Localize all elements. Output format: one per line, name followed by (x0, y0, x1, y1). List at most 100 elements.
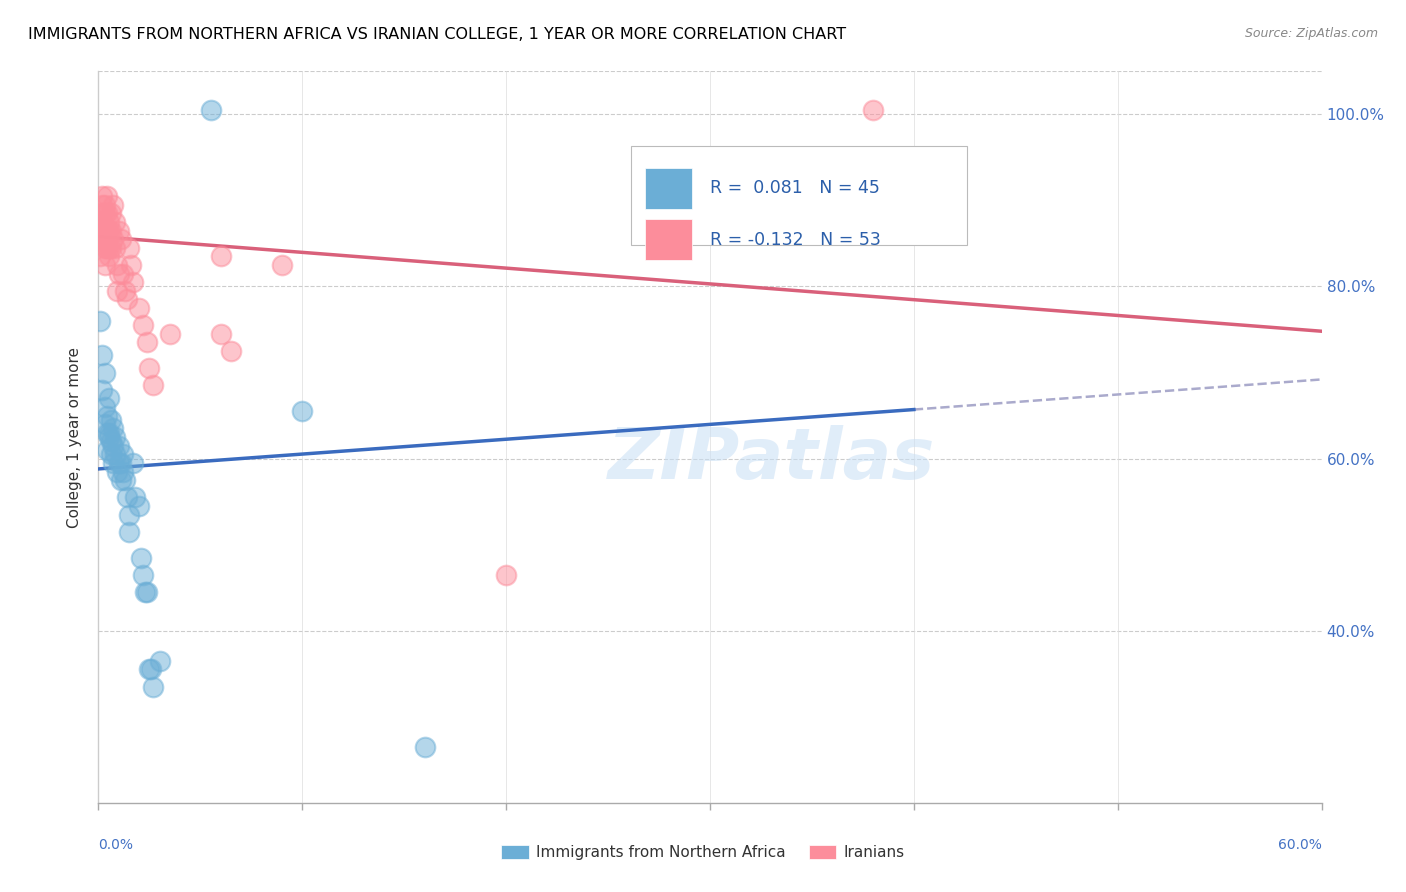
Point (101, 232, 124, 246)
Point (91, 206, 114, 220)
Point (270, 258, 294, 272)
Point (91, 215, 114, 229)
Point (101, 439, 124, 453)
Point (159, 326, 181, 341)
Point (91, 383, 114, 397)
Point (93, 206, 115, 220)
Point (114, 284, 136, 298)
Point (101, 198, 124, 212)
Point (114, 473, 136, 487)
Point (104, 241, 127, 255)
Point (105, 258, 128, 272)
Point (122, 456, 145, 470)
Point (132, 318, 155, 333)
Point (93, 417, 115, 432)
Point (115, 491, 138, 505)
Point (219, 344, 242, 359)
Text: ZIPatlas: ZIPatlas (607, 425, 935, 493)
Point (862, 103, 884, 117)
Point (118, 508, 141, 522)
Point (118, 241, 141, 255)
Point (104, 215, 127, 229)
Point (104, 447, 127, 461)
Point (122, 275, 145, 289)
Point (128, 499, 150, 513)
Point (89, 232, 111, 246)
Point (89, 249, 111, 263)
Point (93, 198, 115, 212)
Point (93, 241, 115, 255)
Point (110, 473, 132, 487)
Point (124, 491, 146, 505)
Point (209, 326, 232, 341)
Point (96, 425, 118, 440)
Point (93, 223, 115, 237)
Point (97, 249, 120, 263)
Text: 0.0%: 0.0% (98, 838, 134, 853)
Point (291, 404, 314, 418)
Legend: Immigrants from Northern Africa, Iranians: Immigrants from Northern Africa, Iranian… (495, 839, 911, 866)
Point (96, 189, 118, 203)
Text: 60.0%: 60.0% (1278, 838, 1322, 853)
Point (209, 249, 232, 263)
Text: IMMIGRANTS FROM NORTHERN AFRICA VS IRANIAN COLLEGE, 1 YEAR OR MORE CORRELATION C: IMMIGRANTS FROM NORTHERN AFRICA VS IRANI… (28, 27, 846, 42)
Y-axis label: College, 1 year or more: College, 1 year or more (67, 347, 83, 527)
Point (138, 662, 160, 676)
Point (100, 206, 122, 220)
Point (96, 409, 118, 423)
Point (91, 189, 114, 203)
Point (100, 241, 122, 255)
Point (111, 267, 134, 281)
Point (96, 232, 118, 246)
Point (100, 434, 122, 449)
Point (96, 223, 118, 237)
Point (93, 366, 115, 380)
Point (97, 392, 120, 406)
Point (96, 206, 118, 220)
Point (120, 258, 142, 272)
Point (495, 567, 517, 582)
Point (97, 430, 120, 444)
Point (89, 215, 111, 229)
Point (108, 223, 131, 237)
Point (115, 293, 138, 307)
Point (100, 223, 122, 237)
Point (105, 284, 128, 298)
Point (93, 232, 115, 246)
Point (138, 361, 160, 376)
Point (128, 301, 150, 315)
Text: R = -0.132   N = 53: R = -0.132 N = 53 (710, 231, 882, 249)
Point (136, 335, 159, 350)
Point (111, 465, 134, 479)
Point (142, 680, 165, 694)
Point (136, 585, 159, 599)
Point (101, 456, 124, 470)
Point (97, 215, 120, 229)
Point (91, 223, 114, 237)
Point (89, 314, 111, 328)
Point (91, 198, 114, 212)
Point (118, 524, 141, 539)
Point (129, 550, 152, 565)
Text: Source: ZipAtlas.com: Source: ZipAtlas.com (1244, 27, 1378, 40)
Point (413, 739, 436, 754)
Bar (645, 169, 692, 209)
Point (149, 654, 172, 668)
Point (111, 447, 134, 461)
Point (132, 567, 155, 582)
FancyBboxPatch shape (630, 146, 967, 245)
Point (97, 223, 120, 237)
Point (110, 456, 132, 470)
Point (100, 447, 122, 461)
Point (200, 103, 222, 117)
Text: R =  0.081   N = 45: R = 0.081 N = 45 (710, 179, 880, 197)
Point (100, 413, 122, 427)
Point (91, 348, 114, 362)
Point (134, 585, 156, 599)
Point (93, 400, 115, 414)
Point (141, 662, 163, 676)
Bar (645, 219, 692, 260)
Point (96, 442, 118, 457)
Point (142, 378, 165, 392)
Point (108, 456, 131, 470)
